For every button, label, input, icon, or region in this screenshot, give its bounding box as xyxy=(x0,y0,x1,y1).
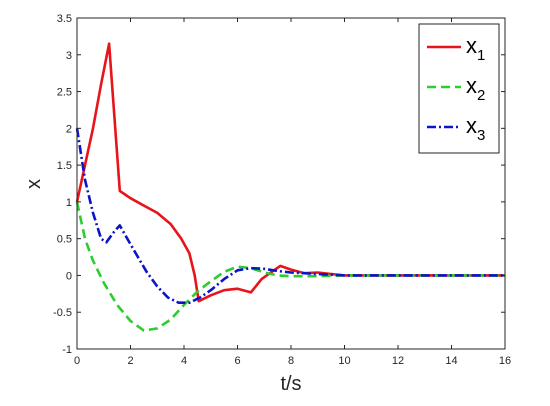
y-tick-label: 2.5 xyxy=(57,87,72,99)
x-tick-label: 10 xyxy=(338,355,350,367)
x-tick-label: 14 xyxy=(445,355,457,367)
y-tick-label: 1.5 xyxy=(57,160,72,172)
x-tick-label: 4 xyxy=(181,355,187,367)
y-axis-label: x xyxy=(23,179,45,189)
x-tick-label: 2 xyxy=(127,355,133,367)
x-tick-label: 0 xyxy=(74,355,80,367)
legend-label-x2: x2 xyxy=(466,73,485,104)
series-line-x2 xyxy=(75,201,505,332)
y-tick-label: -1 xyxy=(62,344,72,356)
legend: x1 x2 x3 xyxy=(418,23,500,154)
y-tick-label: 2 xyxy=(66,123,72,135)
legend-box xyxy=(418,23,500,154)
x-tick-label: 12 xyxy=(392,355,404,367)
legend-label-x3: x3 xyxy=(466,113,485,144)
x-tick-label: 8 xyxy=(288,355,294,367)
legend-label-x1: x1 xyxy=(466,33,485,64)
y-tick-label: 3.5 xyxy=(57,13,72,25)
series-line-x3 xyxy=(75,128,505,304)
ticks-layer: 0 2 4 6 8 10 12 14 16 -1 -0.5 0 0.5 1 1.5 2 2.5 3 3.5 xyxy=(53,13,511,367)
y-tick-label: 0 xyxy=(66,270,72,282)
series-layer xyxy=(75,42,505,332)
y-tick-label: 1 xyxy=(66,197,72,209)
x-tick-label: 16 xyxy=(499,355,511,367)
x-axis-label: t/s xyxy=(280,373,301,395)
y-tick-label: 3 xyxy=(66,50,72,62)
y-tick-label: 0.5 xyxy=(57,234,72,246)
y-tick-label: -0.5 xyxy=(53,307,72,319)
x-tick-label: 6 xyxy=(234,355,240,367)
series-line-x1 xyxy=(75,42,505,303)
